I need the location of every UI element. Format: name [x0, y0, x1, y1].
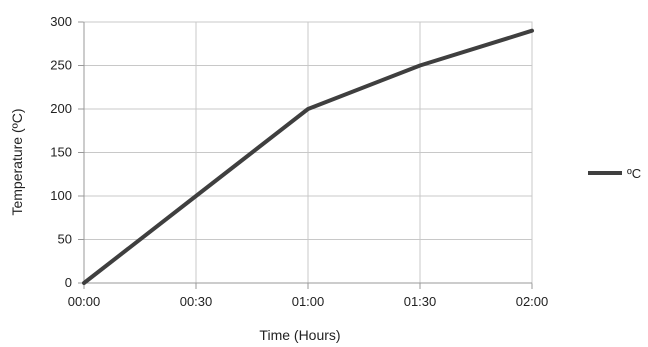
axes	[78, 21, 533, 289]
series-line	[82, 28, 534, 285]
x-tick-label: 00:00	[68, 294, 101, 309]
x-tick-label: 02:00	[516, 294, 549, 309]
y-tick-label: 150	[50, 145, 72, 160]
x-tick-label: 01:30	[404, 294, 437, 309]
legend: ºC	[588, 166, 641, 181]
series	[82, 28, 534, 285]
y-tick-label: 200	[50, 101, 72, 116]
y-tick-label: 300	[50, 14, 72, 29]
grid	[83, 21, 533, 284]
legend-label: ºC	[627, 166, 641, 181]
y-tick-label: 50	[58, 232, 72, 247]
x-tick-label: 01:00	[292, 294, 325, 309]
x-axis-title: Time (Hours)	[259, 327, 340, 343]
y-tick-label: 100	[50, 188, 72, 203]
y-tick-label: 0	[65, 275, 72, 290]
y-axis-title: Temperature (ºC)	[9, 108, 25, 215]
tick-labels: 0 50 100 150 200 250 300 00:00 00:30 01:00 01:30 02…	[50, 14, 548, 309]
x-tick-label: 00:30	[180, 294, 213, 309]
y-tick-label: 250	[50, 58, 72, 73]
